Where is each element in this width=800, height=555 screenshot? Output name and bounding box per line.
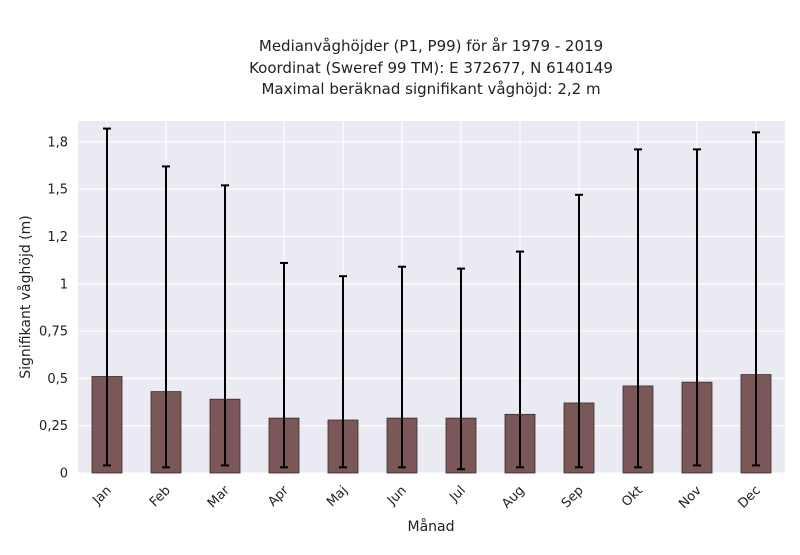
y-tick-label: 1,8 [47,135,68,150]
x-tick-label-dec: Dec [735,483,763,511]
x-tick-label-apr: Apr [265,483,292,510]
y-tick-label: 1,2 [47,230,68,245]
error-bars [103,127,760,471]
x-tick-label-aug: Aug [499,483,528,512]
plot-area [78,121,785,473]
x-tick-labels: Jan Feb Mar Apr Maj Jun Jul Aug Sep Okt Nov Dec [89,483,763,512]
x-axis-label: Månad [408,518,455,535]
y-tick-labels: 0 0,25 0,5 0,75 1 1,2 1,5 1,8 [39,135,68,481]
y-tick-label: 0,75 [39,325,68,340]
chart-title-line-1: Medianvåghöjder (P1, P99) för år 1979 - … [259,37,603,55]
x-tick-label-jun: Jun [384,483,410,509]
x-tick-label-maj: Maj [324,483,351,510]
y-tick-label: 0 [60,467,68,482]
y-tick-label: 1,5 [47,183,68,198]
x-tick-label-jul: Jul [446,483,468,505]
x-tick-label-feb: Feb [147,483,174,510]
y-axis-label: Signifikant våghöjd (m) [17,215,34,378]
x-tick-label-sep: Sep [559,483,587,511]
y-tick-label: 1 [60,277,68,292]
x-tick-label-jan: Jan [89,483,114,508]
chart-title-line-3: Maximal beräknad signifikant våghöjd: 2,… [261,80,600,98]
y-tick-label: 0,5 [47,372,68,387]
x-tick-label-okt: Okt [619,483,646,510]
x-tick-label-mar: Mar [205,483,233,511]
y-tick-label: 0,25 [39,419,68,434]
chart-title-line-2: Koordinat (Sweref 99 TM): E 372677, N 61… [249,59,613,77]
x-tick-label-nov: Nov [676,483,705,512]
